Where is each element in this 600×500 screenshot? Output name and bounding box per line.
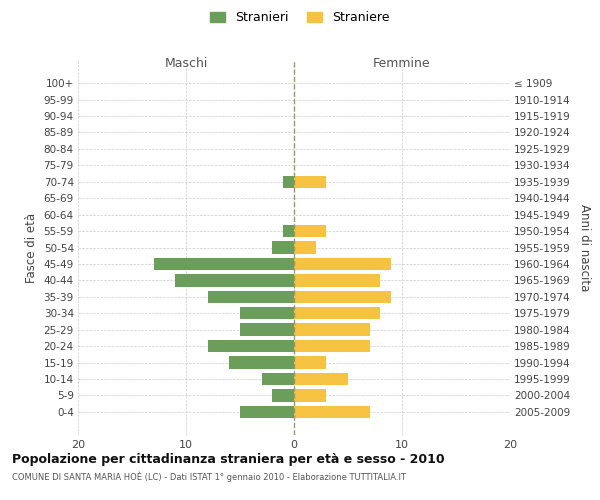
Bar [283,225,294,237]
Bar [294,274,380,286]
Bar [294,258,391,270]
Bar [154,258,294,270]
Bar [208,340,294,352]
Bar [240,324,294,336]
Bar [294,373,348,385]
Bar [294,356,326,368]
Bar [240,406,294,418]
Text: Maschi: Maschi [164,57,208,70]
Bar [175,274,294,286]
Bar [294,406,370,418]
Bar [208,290,294,303]
Bar [272,389,294,402]
Text: Femmine: Femmine [373,57,431,70]
Bar [229,356,294,368]
Y-axis label: Anni di nascita: Anni di nascita [578,204,591,291]
Bar [262,373,294,385]
Bar [294,307,380,320]
Bar [294,324,370,336]
Text: Popolazione per cittadinanza straniera per età e sesso - 2010: Popolazione per cittadinanza straniera p… [12,452,445,466]
Bar [294,242,316,254]
Bar [294,389,326,402]
Legend: Stranieri, Straniere: Stranieri, Straniere [205,6,395,29]
Bar [294,340,370,352]
Bar [240,307,294,320]
Bar [294,225,326,237]
Bar [272,242,294,254]
Bar [294,290,391,303]
Y-axis label: Fasce di età: Fasce di età [25,212,38,282]
Bar [283,176,294,188]
Text: COMUNE DI SANTA MARIA HOÈ (LC) - Dati ISTAT 1° gennaio 2010 - Elaborazione TUTTI: COMUNE DI SANTA MARIA HOÈ (LC) - Dati IS… [12,471,406,482]
Bar [294,176,326,188]
